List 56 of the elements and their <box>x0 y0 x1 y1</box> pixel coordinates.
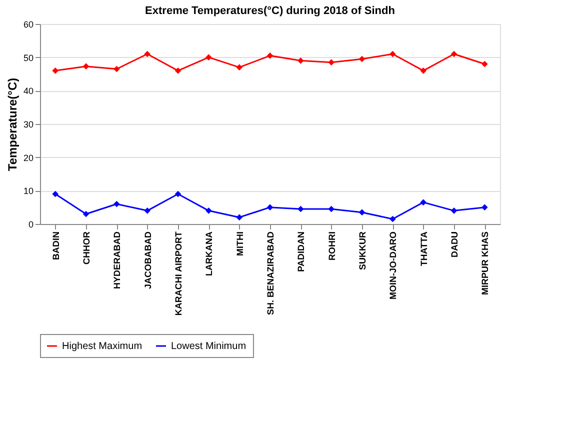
point <box>298 58 304 64</box>
x-tick-label: JACOBABAD <box>142 231 153 290</box>
point <box>266 52 274 59</box>
y-tick-label: 20 <box>23 152 34 163</box>
x-tick-label: SH. BENAZIRABAD <box>266 231 276 316</box>
point <box>328 206 334 212</box>
point <box>236 214 242 220</box>
point <box>358 56 366 62</box>
point <box>174 190 182 198</box>
x-tick-label: PADIDAN <box>296 232 306 272</box>
point <box>390 50 396 58</box>
y-tick-label: 40 <box>23 86 34 96</box>
x-tick-label: MOIN-JO-DARO <box>388 232 398 300</box>
x-tick-label: MITHI <box>234 232 245 256</box>
point <box>266 204 274 210</box>
x-tick-label: MIRPUR KHAS <box>480 232 490 296</box>
x-tick-label: ROHRI <box>326 232 337 260</box>
x-tick-label: HYDERABAD <box>112 231 122 290</box>
point <box>174 68 182 74</box>
point <box>236 64 242 70</box>
y-tick-label: 50 <box>23 52 34 63</box>
point <box>482 204 488 210</box>
point <box>144 208 150 214</box>
x-tick-label: CHHOR <box>82 231 92 264</box>
point <box>482 60 488 68</box>
point <box>450 50 458 58</box>
y-tick-label: 60 <box>23 20 34 30</box>
point <box>390 216 396 222</box>
y-tick-label: 10 <box>23 186 34 196</box>
x-tick-label: BADIN <box>50 232 61 260</box>
point <box>298 206 304 212</box>
chart-title: Extreme Temperatures(°C) during 2018 of Sindh <box>145 5 396 17</box>
y-tick-label: 30 <box>23 120 34 130</box>
legend-label: Highest Maximum <box>62 341 142 352</box>
point <box>144 50 150 58</box>
x-tick-label: SUKKUR <box>358 231 368 270</box>
x-tick-label: KARACHI AIRPORT <box>174 231 184 316</box>
legend-label: Lowest Minimum <box>171 341 246 352</box>
point <box>114 66 120 72</box>
x-tick-label: DADU <box>450 232 460 258</box>
point <box>420 199 426 206</box>
x-tick-label: LARKANA <box>204 231 214 276</box>
point <box>52 190 58 198</box>
point <box>114 200 120 208</box>
point <box>450 208 458 214</box>
point <box>82 63 90 70</box>
point <box>82 210 90 218</box>
point <box>52 68 58 74</box>
point <box>358 209 366 216</box>
point <box>206 54 212 60</box>
point <box>328 59 334 66</box>
point <box>420 68 426 74</box>
y-tick-label: 0 <box>28 220 34 230</box>
y-axis-title: Temperature(°C) <box>5 78 20 172</box>
point <box>206 208 212 214</box>
x-tick-label: THATTA <box>418 231 429 266</box>
